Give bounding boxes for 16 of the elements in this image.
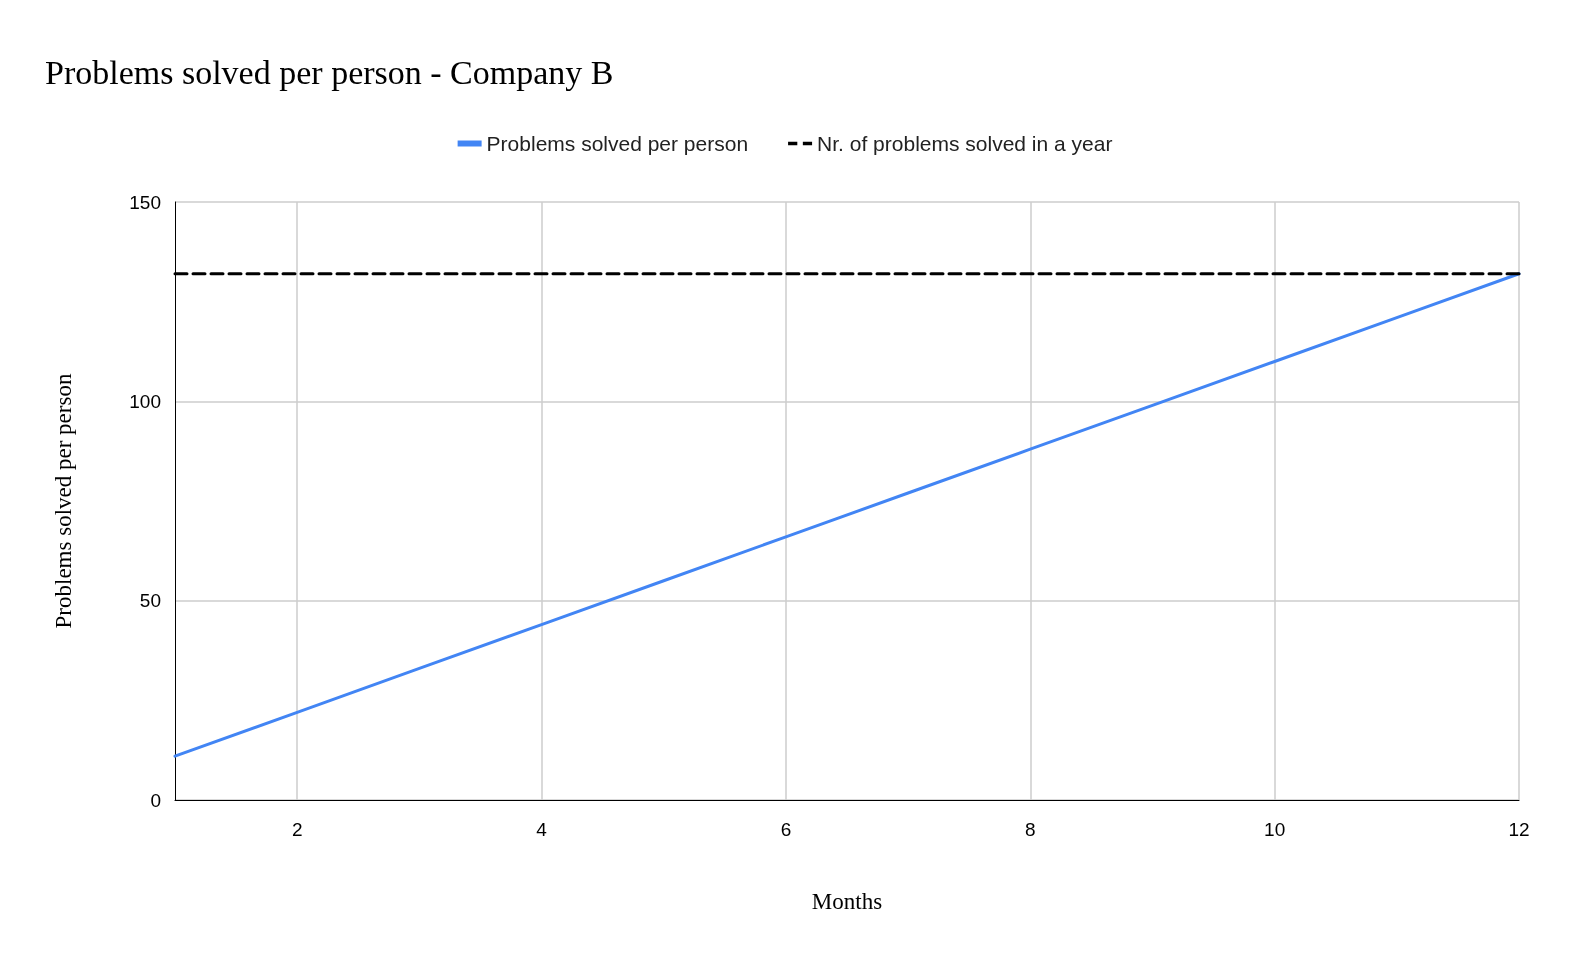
x-tick-label: 6 [780,819,792,840]
y-tick-label: 50 [139,590,161,612]
y-tick-label: 150 [129,191,161,213]
y-tick-label: 100 [129,390,161,412]
x-tick-label: 2 [291,819,303,840]
y-tick-label: 0 [150,789,161,811]
chart-title: Problems solved per person - Company B [45,53,614,91]
x-tick-label: 12 [1508,819,1530,840]
x-axis-title: Months [811,889,883,914]
y-axis-title: Problems solved per person [51,373,76,629]
x-tick-label: 8 [1024,819,1036,840]
x-tick-label: 4 [536,819,548,840]
legend-label: Nr. of problems solved in a year [817,132,1113,155]
x-tick-label: 10 [1264,819,1286,840]
line-series [173,272,1521,758]
legend-label: Problems solved per person [486,132,749,155]
